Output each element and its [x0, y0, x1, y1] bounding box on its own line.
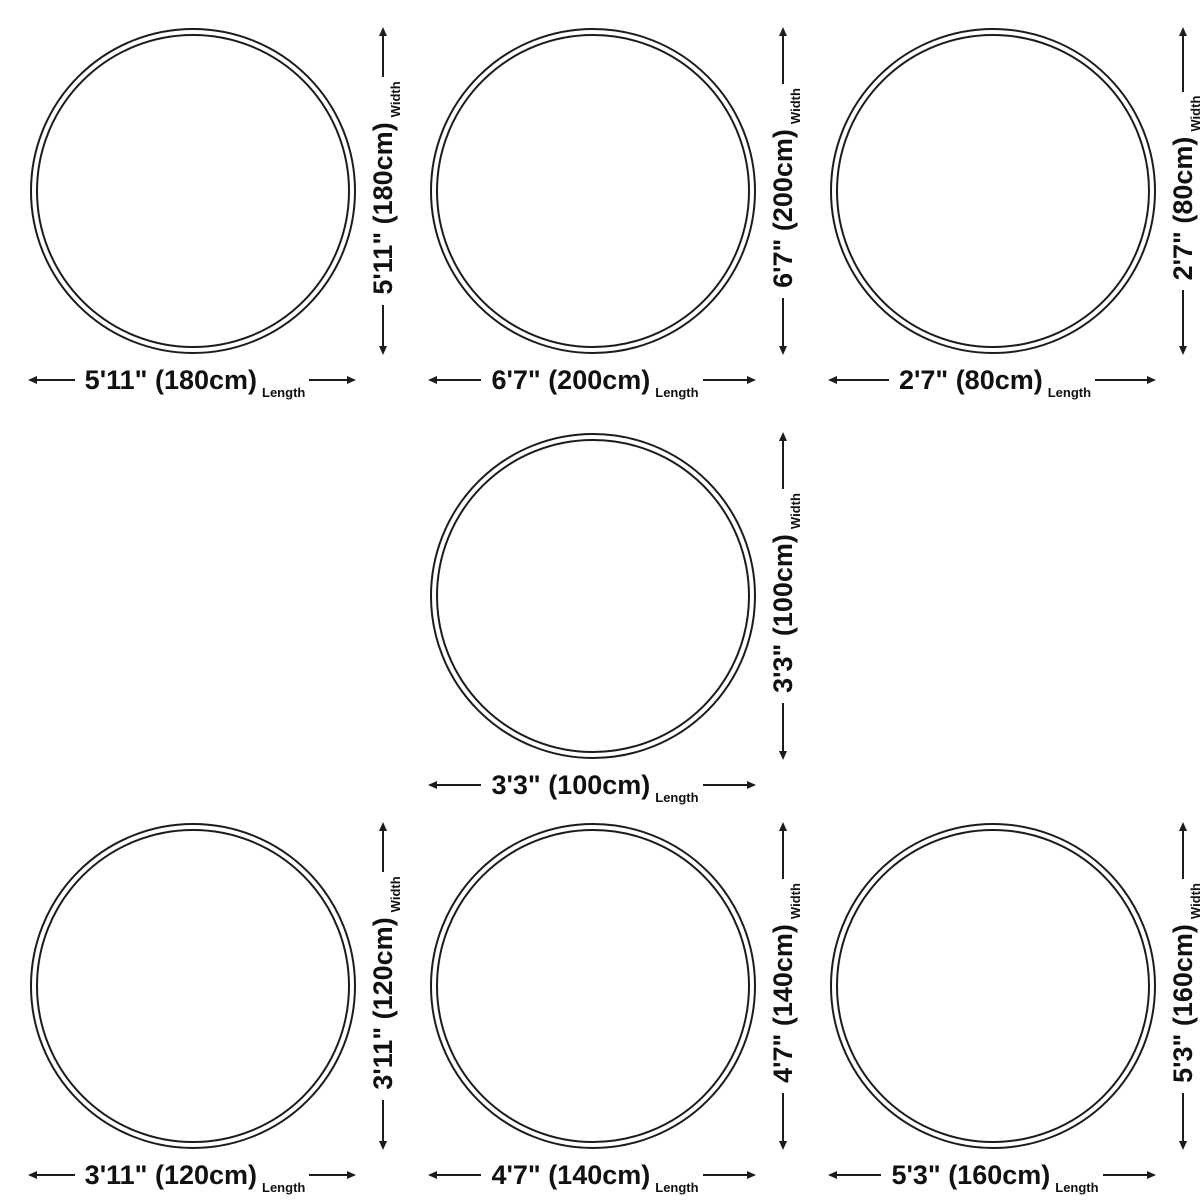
length-caption: Length: [262, 1179, 306, 1195]
arrow-up-icon: [378, 821, 388, 873]
rug-size-panel-180cm: 5'11" (180cm) Width 5'11" (180cm) Length: [0, 0, 403, 405]
rug-circle-outline: [30, 28, 356, 354]
arrow-down-icon: [778, 702, 788, 760]
rug-circle-inner-ring: [36, 829, 350, 1143]
width-dimension: 4'7" (140cm) Width: [761, 821, 805, 1150]
rug-circle-inner-ring: [436, 829, 750, 1143]
arrow-up-icon: [1178, 821, 1188, 880]
rug-size-panel-80cm: 2'7" (80cm) Width 2'7" (80cm) Length: [800, 0, 1200, 405]
size-chart-row-3: 3'11" (120cm) Width 3'11" (120cm) Length…: [0, 795, 1200, 1200]
length-value: 6'7" (200cm): [491, 364, 651, 395]
width-value: 6'7" (200cm): [767, 129, 798, 288]
rug-size-panel-100cm: 3'3" (100cm) Width 3'3" (100cm) Length: [400, 405, 803, 804]
length-dimension: 5'3" (160cm) Length: [828, 1153, 1157, 1197]
arrow-down-icon: [778, 297, 788, 355]
arrow-right-icon: [702, 1170, 757, 1180]
rug-size-panel-200cm: 6'7" (200cm) Width 6'7" (200cm) Length: [400, 0, 803, 405]
arrow-right-icon: [702, 375, 757, 385]
length-caption: Length: [655, 1179, 699, 1195]
rug-circle-outline: [830, 28, 1156, 354]
length-value: 3'3" (100cm): [491, 769, 651, 800]
length-value: 2'7" (80cm): [898, 364, 1043, 395]
arrow-down-icon: [378, 1099, 388, 1150]
length-dimension: 6'7" (200cm) Length: [428, 358, 757, 402]
rug-size-panel-140cm: 4'7" (140cm) Width 4'7" (140cm) Length: [400, 795, 803, 1200]
rug-circle-outline: [430, 433, 756, 759]
width-value: 2'7" (80cm): [1167, 136, 1198, 281]
rug-circle-inner-ring: [436, 34, 750, 348]
length-dimension: 4'7" (140cm) Length: [428, 1153, 757, 1197]
width-dimension: 5'11" (180cm) Width: [361, 26, 405, 355]
length-caption: Length: [1055, 1179, 1099, 1195]
length-caption: Length: [655, 384, 699, 400]
rug-circle-inner-ring: [36, 34, 350, 348]
rug-circle-inner-ring: [436, 439, 750, 753]
width-dimension: 2'7" (80cm) Width: [1161, 27, 1200, 355]
width-value: 5'11" (180cm): [367, 122, 398, 295]
width-dimension: 6'7" (200cm) Width: [761, 26, 805, 355]
rug-size-panel-160cm: 5'3" (160cm) Width 5'3" (160cm) Length: [800, 795, 1200, 1200]
width-caption: Width: [1187, 95, 1200, 132]
arrow-right-icon: [1102, 1170, 1157, 1180]
width-caption: Width: [1187, 883, 1200, 920]
width-value: 3'11" (120cm): [367, 917, 398, 1090]
length-dimension: 3'3" (100cm) Length: [428, 763, 757, 807]
length-dimension: 5'11" (180cm) Length: [28, 358, 357, 402]
arrow-up-icon: [1178, 27, 1188, 92]
arrow-down-icon: [1178, 1092, 1188, 1150]
length-caption: Length: [262, 384, 306, 400]
length-value: 4'7" (140cm): [491, 1159, 651, 1190]
length-caption: Length: [1047, 384, 1092, 400]
rug-circle-inner-ring: [836, 829, 1150, 1143]
arrow-right-icon: [309, 1170, 357, 1180]
length-value: 3'11" (120cm): [84, 1159, 258, 1190]
width-value: 4'7" (140cm): [767, 924, 798, 1083]
rug-circle-outline: [30, 823, 356, 1149]
size-chart-row-1: 5'11" (180cm) Width 5'11" (180cm) Length…: [0, 0, 1200, 405]
width-value: 5'3" (160cm): [1167, 924, 1198, 1083]
length-value: 5'3" (160cm): [891, 1159, 1051, 1190]
width-dimension: 5'3" (160cm) Width: [1161, 821, 1200, 1150]
arrow-down-icon: [1178, 290, 1188, 355]
arrow-left-icon: [28, 375, 75, 385]
arrow-up-icon: [778, 26, 788, 85]
length-dimension: 2'7" (80cm) Length: [828, 358, 1156, 402]
arrow-left-icon: [428, 375, 482, 385]
arrow-down-icon: [778, 1092, 788, 1150]
rug-circle-outline: [430, 28, 756, 354]
arrow-right-icon: [1095, 375, 1156, 385]
arrow-right-icon: [309, 375, 357, 385]
width-dimension: 3'3" (100cm) Width: [761, 431, 805, 760]
rug-circle-inner-ring: [836, 34, 1150, 348]
arrow-up-icon: [778, 431, 788, 490]
length-value: 5'11" (180cm): [84, 364, 258, 395]
rug-size-panel-120cm: 3'11" (120cm) Width 3'11" (120cm) Length: [0, 795, 403, 1200]
arrow-left-icon: [828, 375, 889, 385]
rug-circle-outline: [430, 823, 756, 1149]
arrow-right-icon: [702, 780, 757, 790]
arrow-left-icon: [28, 1170, 75, 1180]
arrow-up-icon: [378, 26, 388, 78]
arrow-left-icon: [428, 1170, 482, 1180]
width-dimension: 3'11" (120cm) Width: [361, 821, 405, 1150]
arrow-up-icon: [778, 821, 788, 880]
width-value: 3'3" (100cm): [767, 534, 798, 693]
width-caption: Width: [787, 493, 803, 530]
arrow-left-icon: [428, 780, 482, 790]
size-chart-row-2: 3'3" (100cm) Width 3'3" (100cm) Length: [0, 405, 1200, 804]
arrow-down-icon: [378, 304, 388, 355]
arrow-left-icon: [828, 1170, 882, 1180]
length-caption: Length: [655, 789, 699, 805]
length-dimension: 3'11" (120cm) Length: [28, 1153, 357, 1197]
rug-circle-outline: [830, 823, 1156, 1149]
